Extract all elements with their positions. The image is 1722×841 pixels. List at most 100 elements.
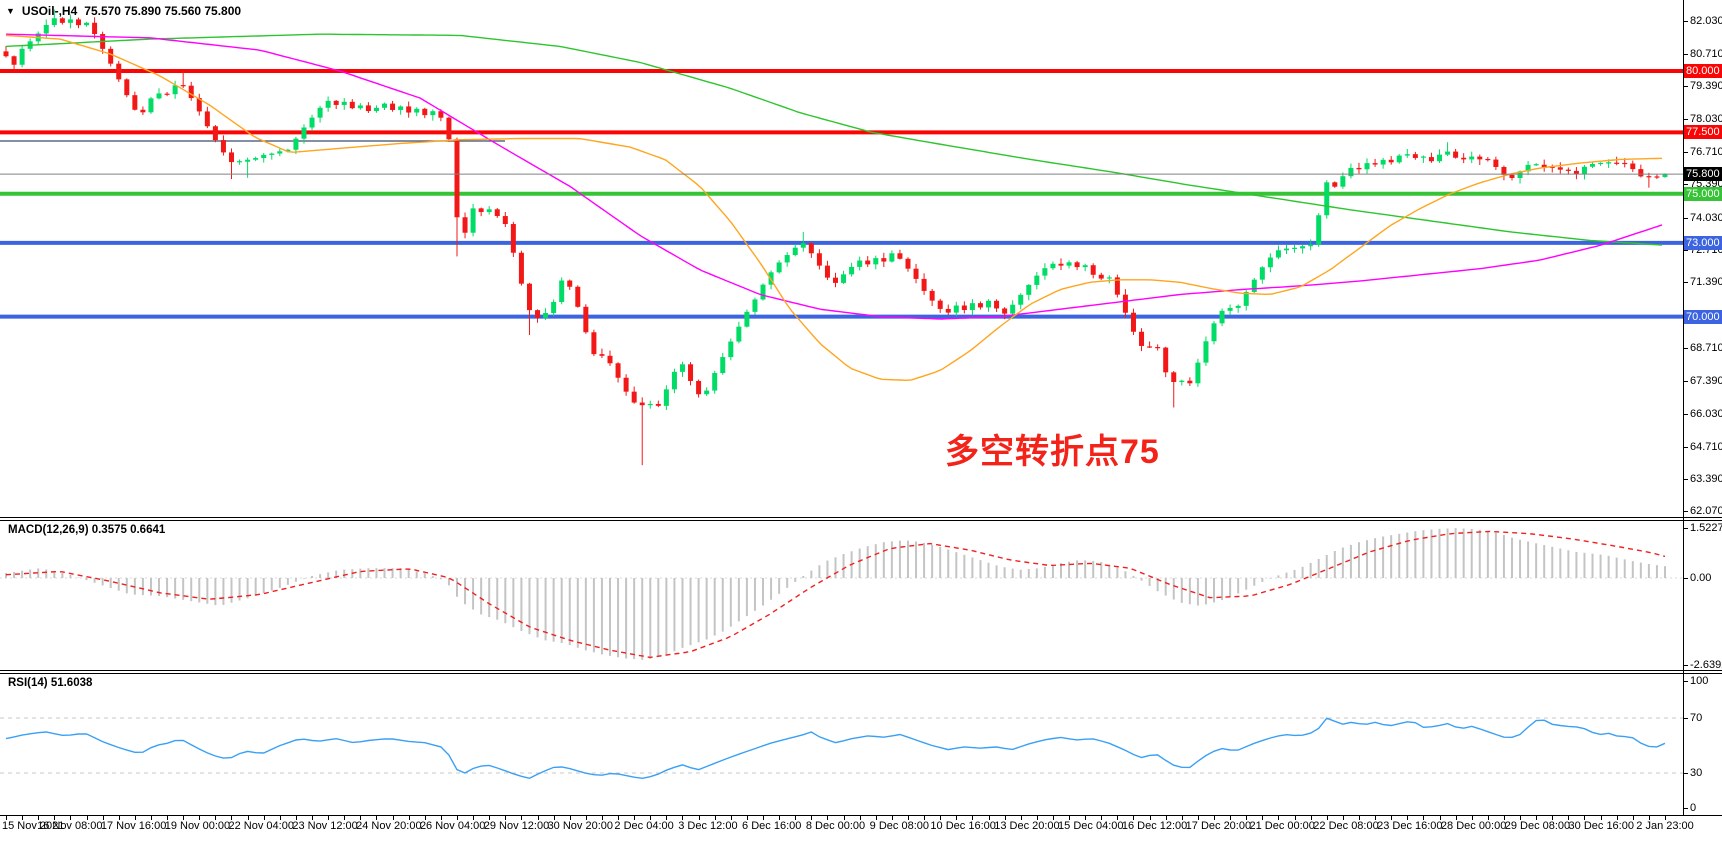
time-tick-mark [1036, 816, 1038, 820]
ma-fast-line[interactable] [5, 34, 1663, 382]
price-tick-label: 62.070 [1690, 505, 1722, 518]
candle-bullish [1195, 362, 1201, 384]
candle-bearish [140, 109, 146, 113]
candle-bearish [945, 308, 951, 313]
price-tick-label: 68.710 [1690, 342, 1722, 355]
time-tick-mark [1214, 816, 1215, 820]
time-tick-mark [118, 816, 120, 820]
time-tick-mark [376, 816, 378, 820]
time-tick-label: 23 Nov 12:00 [292, 820, 358, 832]
price-tick-mark [1683, 119, 1688, 121]
candle-bullish [301, 127, 307, 139]
candle-bullish [67, 19, 73, 23]
candle-bearish [824, 265, 830, 278]
price-tick-label: 78.030 [1690, 113, 1722, 126]
candle-bullish [784, 255, 790, 263]
time-tick-label: 19 Nov 00:00 [164, 820, 231, 832]
time-tick-mark [601, 816, 603, 820]
price-level-label: 75.800 [1684, 167, 1722, 182]
rsi-tick-mark [1683, 718, 1688, 719]
candle-bearish [897, 253, 903, 259]
candle-bearish [607, 355, 613, 364]
candle-bullish [986, 300, 992, 308]
price-tick-mark [1683, 511, 1688, 513]
macd-signal-line[interactable] [5, 530, 1666, 659]
time-tick-mark [1391, 816, 1393, 820]
time-tick-mark [150, 816, 152, 820]
time-tick-label: 2 Dec 04:00 [614, 820, 674, 832]
candle-bullish [1267, 257, 1273, 268]
candle-bullish [1517, 171, 1523, 179]
candle-bullish [1082, 265, 1088, 268]
time-tick-mark [1004, 816, 1006, 820]
time-tick-mark [473, 816, 475, 820]
candle-bullish [1066, 262, 1072, 266]
time-tick-mark [634, 816, 636, 820]
time-tick-mark [940, 816, 942, 820]
candle-bullish [398, 106, 404, 110]
candle-bullish [1364, 163, 1370, 170]
time-tick-mark [328, 816, 330, 820]
candle-bullish [1283, 248, 1289, 251]
time-tick-mark [86, 816, 88, 820]
main-chart-canvas[interactable] [0, 0, 1683, 517]
ma-slow-line[interactable] [5, 33, 1663, 246]
candle-bullish [543, 312, 549, 318]
candle-bearish [615, 363, 621, 378]
candle-bullish [712, 373, 718, 391]
candle-bullish [1340, 176, 1346, 187]
panel-separator [0, 517, 1722, 518]
time-tick-label: 8 Dec 00:00 [805, 820, 866, 832]
candle-bearish [1002, 308, 1008, 314]
candle-bearish [1557, 167, 1563, 170]
time-tick-mark [521, 816, 523, 820]
time-tick-mark [54, 816, 56, 820]
time-tick-mark [698, 816, 700, 820]
time-tick-mark [489, 816, 491, 820]
candle-bullish [285, 149, 291, 152]
candle-bullish [51, 18, 57, 25]
candle-bearish [977, 303, 983, 308]
time-tick-mark [1503, 816, 1505, 820]
time-tick-mark [1520, 816, 1522, 820]
candle-bearish [816, 253, 822, 266]
candle-bearish [212, 126, 218, 141]
macd-indicator-canvas[interactable] [0, 521, 1683, 670]
candle-bearish [1501, 166, 1507, 175]
candle-bearish [937, 300, 943, 309]
macd-tick-mark [1683, 528, 1688, 530]
candle-bearish [913, 268, 919, 279]
macd-tick-label: 1.5227 [1690, 522, 1722, 535]
rsi-line[interactable] [5, 717, 1666, 780]
time-tick-mark [569, 816, 571, 820]
candle-bullish [728, 341, 734, 358]
rsi-tick-label: 30 [1690, 767, 1703, 779]
price-tick-mark [1683, 446, 1688, 448]
candle-bullish [1662, 174, 1668, 178]
candle-bearish [599, 354, 605, 356]
candle-bullish [1469, 156, 1475, 160]
time-tick-mark [1375, 816, 1377, 820]
time-tick-label: 22 Dec 08:00 [1313, 820, 1379, 832]
candle-bearish [502, 216, 508, 225]
price-tick-mark [1683, 478, 1688, 480]
candle-bearish [124, 79, 130, 96]
time-tick-mark [344, 816, 346, 820]
symbol-expander-icon[interactable]: ▼ [6, 6, 15, 16]
candle-bullish [873, 258, 879, 265]
candle-bullish [293, 138, 299, 150]
time-tick-mark [231, 816, 233, 820]
time-tick-label: 22 Nov 04:00 [228, 820, 294, 832]
candle-bearish [1477, 156, 1483, 160]
chart-annotation-text[interactable]: 多空转折点75 [945, 433, 1160, 471]
ma-medium-line[interactable] [5, 33, 1663, 320]
candle-bearish [518, 252, 524, 284]
time-tick-mark [1117, 816, 1119, 820]
candle-bullish [776, 262, 782, 273]
time-tick-mark [247, 816, 249, 820]
time-tick-mark [70, 816, 72, 820]
candle-bullish [1106, 277, 1112, 279]
candle-bearish [655, 403, 661, 406]
rsi-indicator-canvas[interactable] [0, 674, 1683, 815]
macd-tick-mark [1683, 578, 1688, 579]
